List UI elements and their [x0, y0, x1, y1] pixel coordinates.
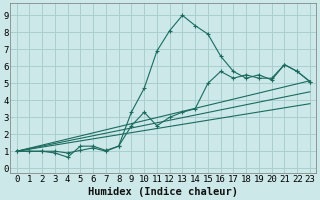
- X-axis label: Humidex (Indice chaleur): Humidex (Indice chaleur): [88, 186, 238, 197]
